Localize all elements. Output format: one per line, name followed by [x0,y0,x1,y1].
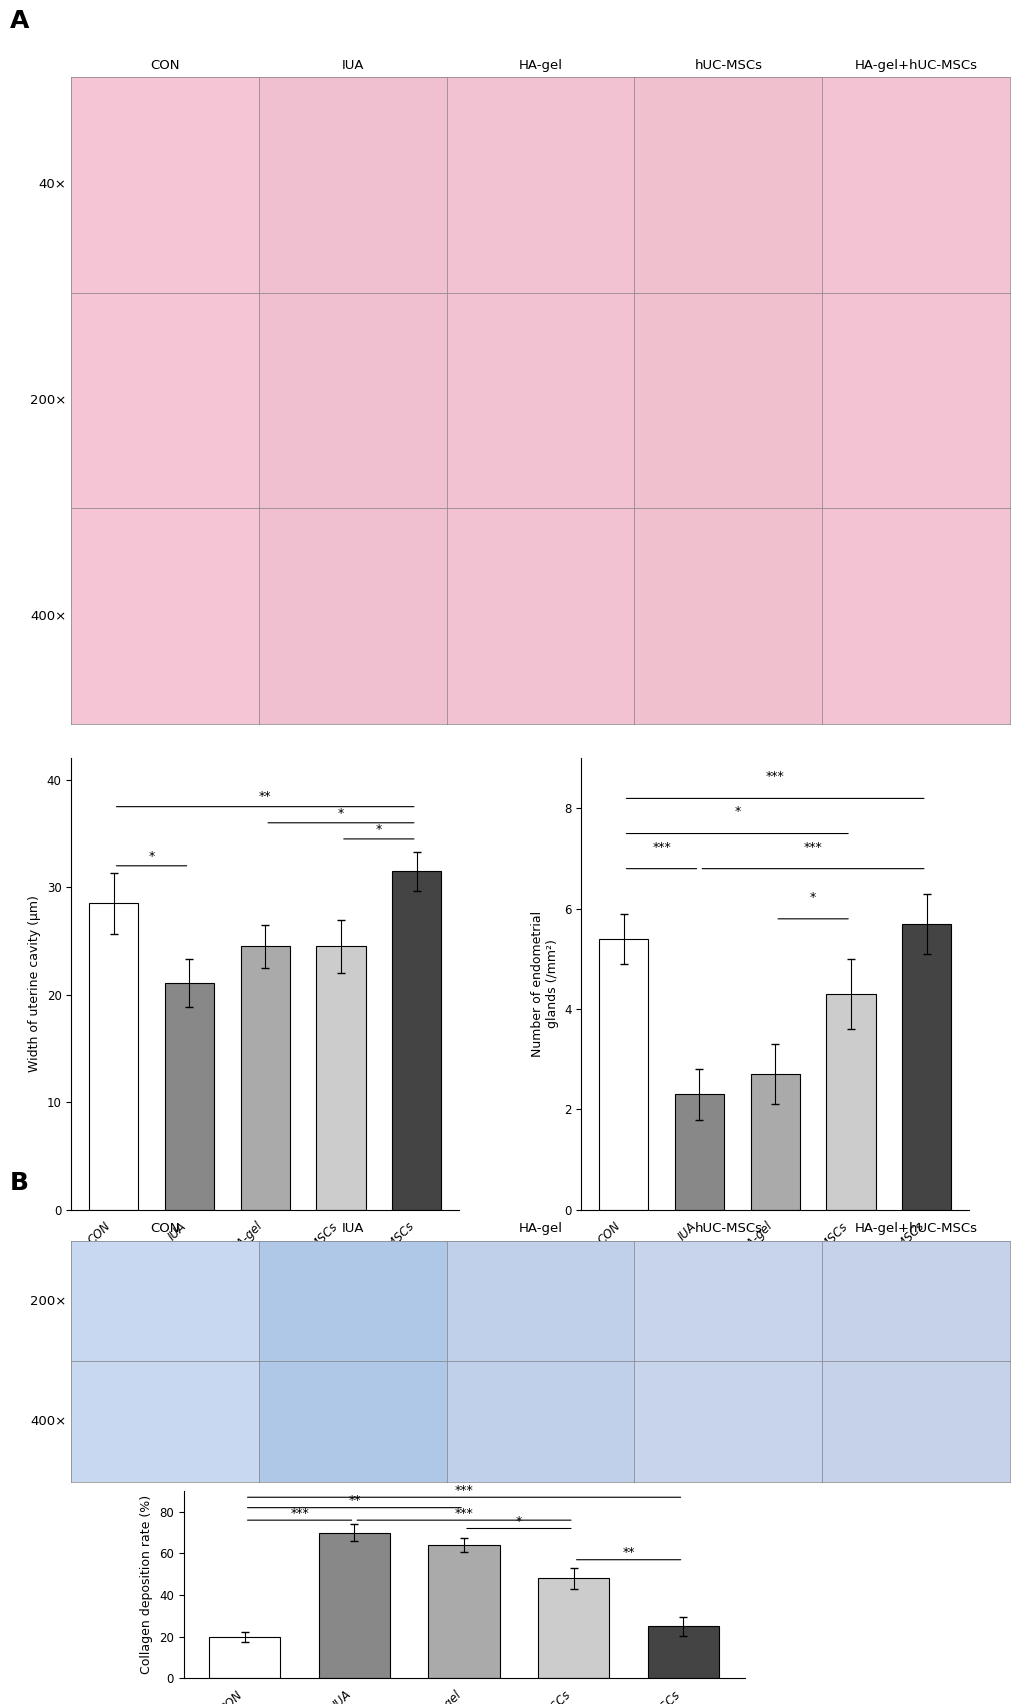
Text: A: A [10,9,30,32]
Text: ***: *** [454,1484,473,1496]
Text: ***: *** [454,1506,473,1520]
Y-axis label: Collagen deposition rate (%): Collagen deposition rate (%) [141,1494,153,1675]
Text: *: * [809,891,815,903]
Bar [750,1075,799,1210]
Text: 200×: 200× [30,394,66,407]
Text: HA-gel+hUC-MSCs: HA-gel+hUC-MSCs [854,1222,976,1235]
Text: HA-gel: HA-gel [518,1222,562,1235]
Bar [901,924,951,1210]
Text: *: * [516,1515,522,1528]
Text: HA-gel: HA-gel [518,58,562,72]
Text: hUC-MSCs: hUC-MSCs [694,1222,761,1235]
Text: ***: *** [651,840,671,854]
Text: **: ** [347,1494,361,1506]
Bar [825,993,874,1210]
Bar [240,946,289,1210]
Text: CON: CON [151,1222,179,1235]
Y-axis label: Width of uterine cavity (μm): Width of uterine cavity (μm) [29,896,41,1072]
Text: *: * [734,806,740,818]
Text: CON: CON [151,58,179,72]
Bar [538,1578,608,1678]
Bar [319,1532,389,1678]
Bar [165,983,214,1210]
Text: *: * [375,823,382,835]
Text: IUA: IUA [341,58,364,72]
Bar [89,903,139,1210]
Bar [647,1626,718,1678]
Text: IUA: IUA [341,1222,364,1235]
Bar [428,1546,499,1678]
Text: 40×: 40× [39,179,66,191]
Text: 400×: 400× [30,1416,66,1428]
Text: 200×: 200× [30,1295,66,1307]
Bar [598,939,648,1210]
Bar [675,1094,723,1210]
Text: 400×: 400× [30,610,66,622]
Bar [209,1638,280,1678]
Text: B: B [10,1171,30,1195]
Text: ***: *** [765,770,784,784]
Text: **: ** [259,791,271,804]
Text: HA-gel+hUC-MSCs: HA-gel+hUC-MSCs [854,58,976,72]
Bar [316,946,365,1210]
Y-axis label: Number of endometrial
glands (/mm²): Number of endometrial glands (/mm²) [530,912,558,1056]
Text: *: * [148,850,155,862]
Text: **: ** [622,1546,634,1559]
Text: *: * [337,806,343,820]
Text: ***: *** [290,1506,309,1520]
Text: ***: *** [803,840,821,854]
Bar [391,871,441,1210]
Text: hUC-MSCs: hUC-MSCs [694,58,761,72]
